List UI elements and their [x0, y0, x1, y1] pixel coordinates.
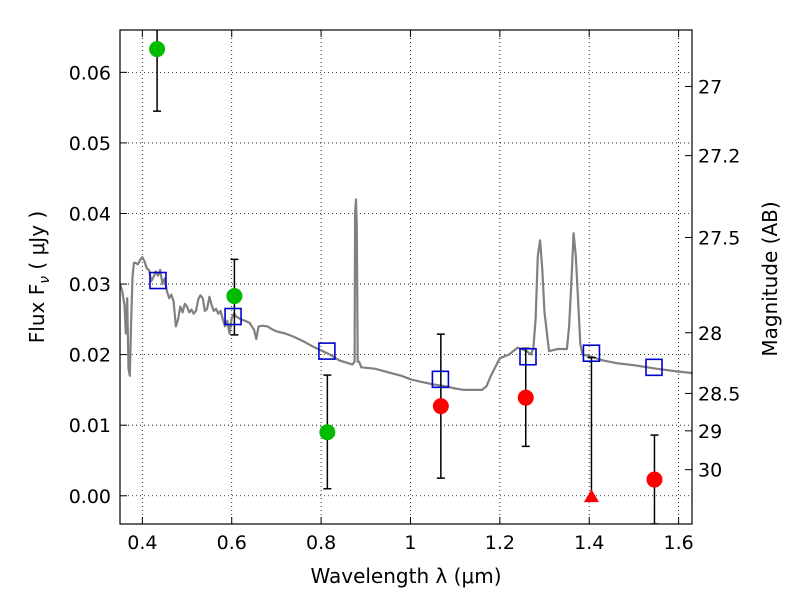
y-tick-label: 0.00 — [69, 486, 111, 508]
plot-area — [120, 30, 692, 524]
y-axis-label: Flux Fν ( μJy ) — [25, 211, 53, 343]
y-axis-label-main: Flux F — [25, 284, 49, 343]
red-data-point — [646, 471, 663, 488]
red-data-point — [432, 398, 449, 415]
model-flux-square — [582, 344, 601, 363]
y-tick-label: 0.03 — [69, 274, 111, 296]
axis-ticks: 0.4 0.6 0.8 1 1.2 1.4 1.6 0.00 0.01 0.02 0.03 0.04 0… — [69, 30, 740, 554]
model-flux-square — [318, 342, 336, 360]
y-axis-label-unit: ( μJy ) — [25, 211, 49, 276]
x-tick-label: 0.8 — [306, 532, 336, 554]
model-flux-square — [519, 347, 537, 366]
model-flux-square — [149, 271, 167, 290]
green-data-point — [319, 424, 336, 441]
x-tick-label: 0.6 — [217, 532, 247, 554]
y-right-tick-label: 27.5 — [698, 227, 740, 249]
y-right-tick-label: 29 — [698, 421, 722, 443]
model-flux-square — [224, 307, 242, 326]
model-spectrum-line — [120, 198, 692, 391]
plot-frame — [119, 29, 693, 525]
y-tick-label: 0.02 — [69, 345, 111, 367]
y-tick-label: 0.01 — [69, 415, 111, 437]
model-flux-square — [431, 370, 450, 389]
x-tick-label: 1 — [404, 532, 416, 554]
x-tick-label: 1.2 — [485, 532, 515, 554]
green-data-point — [226, 288, 243, 305]
x-tick-label: 1.4 — [574, 532, 604, 554]
y-right-tick-label: 28 — [698, 323, 722, 345]
green-data-point — [149, 41, 166, 58]
x-axis-label: Wavelength λ (μm) — [310, 564, 501, 588]
grid-lines — [120, 30, 692, 524]
y-right-tick-label: 27.2 — [698, 146, 740, 168]
y-tick-label: 0.05 — [69, 133, 111, 155]
y-right-tick-label: 30 — [698, 460, 722, 482]
model-flux-square — [645, 358, 663, 377]
upper-limit-triangle — [583, 489, 599, 503]
red-data-point — [517, 389, 534, 406]
y-tick-label: 0.06 — [69, 62, 111, 84]
x-tick-label: 0.4 — [127, 532, 157, 554]
y-right-tick-label: 27 — [698, 76, 722, 98]
y-axis-right-label: Magnitude (AB) — [758, 201, 782, 356]
y-right-tick-label: 28.5 — [698, 383, 740, 405]
y-axis-label-subscript: ν — [37, 276, 53, 284]
y-tick-label: 0.04 — [69, 203, 111, 225]
x-tick-label: 1.6 — [663, 532, 693, 554]
